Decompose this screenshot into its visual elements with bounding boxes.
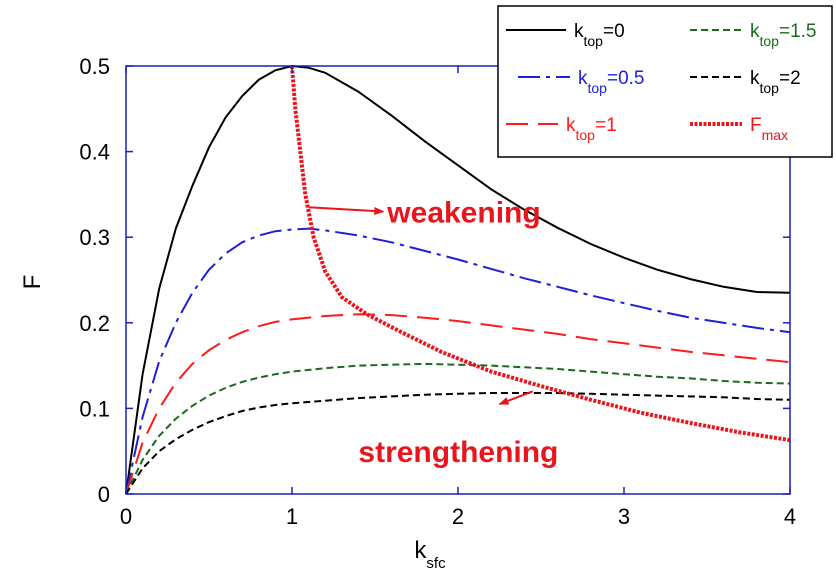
- legend-label-5: Fmax: [750, 115, 788, 143]
- legend: ktop=0 ktop=0.5 ktop=1 ktop=1.5 ktop=2 Fmax: [497, 5, 833, 158]
- legend-entries: ktop=0 ktop=0.5 ktop=1 ktop=1.5 ktop=2 Fmax: [506, 21, 816, 143]
- legend-label-4: ktop=2: [750, 68, 801, 96]
- x-tick-label: 4: [784, 504, 796, 529]
- x-tick-label: 0: [120, 504, 132, 529]
- x-axis-title-sub: sfc: [426, 555, 446, 572]
- series-line-3: [125, 362, 791, 495]
- y-axis-title: F: [19, 275, 46, 290]
- legend-box: [497, 5, 833, 158]
- series-line-4: [125, 392, 791, 495]
- x-axis-title-main: k: [414, 537, 427, 564]
- legend-label-0: ktop=0: [574, 21, 625, 49]
- x-tick-label: 3: [618, 504, 630, 529]
- legend-label-2: ktop=1: [566, 115, 617, 143]
- y-tick-label: 0.1: [79, 396, 110, 421]
- y-tick-label: 0.2: [79, 311, 110, 336]
- legend-label-1: ktop=0.5: [578, 68, 644, 96]
- series-line-5: [290, 65, 791, 443]
- annotation-strengthening: strengthening: [358, 436, 558, 469]
- y-tick-label: 0: [98, 482, 110, 507]
- y-tick-label: 0.4: [79, 140, 110, 165]
- axis-ticks: 0 1 2 3 4 0 0.1 0.2 0.3 0.4 0.5: [79, 54, 796, 529]
- annotation-arrow-1: [498, 390, 534, 406]
- x-tick-label: 2: [452, 504, 464, 529]
- annotation-weakening: weakening: [386, 197, 540, 230]
- legend-label-3: ktop=1.5: [750, 21, 816, 49]
- annotation-arrow-0: [308, 206, 385, 215]
- series-line-0: [125, 64, 791, 495]
- y-tick-label: 0.3: [79, 225, 110, 250]
- y-tick-label: 0.5: [79, 54, 110, 79]
- series-line-1: [125, 227, 791, 495]
- x-tick-label: 1: [286, 504, 298, 529]
- series-line-2: [125, 313, 791, 495]
- plot-lines: [125, 64, 791, 495]
- x-axis-title: ksfc: [414, 537, 446, 572]
- annotations: weakening strengthening: [308, 197, 558, 469]
